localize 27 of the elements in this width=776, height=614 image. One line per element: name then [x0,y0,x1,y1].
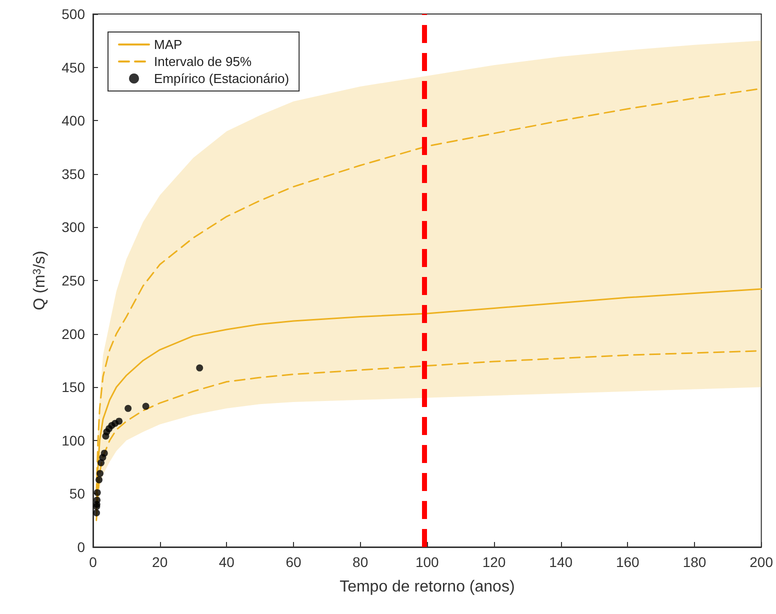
x-tick-label: 80 [352,554,368,570]
x-axis-title: Tempo de retorno (anos) [340,578,515,596]
y-tick-label: 500 [62,6,86,22]
y-tick-label: 100 [62,432,86,448]
y-tick-label: 350 [62,166,86,182]
y-tick-label: 50 [69,486,86,502]
y-tick-label: 0 [77,539,86,555]
y-tick-label: 200 [62,326,86,342]
x-tick-label: 20 [152,554,168,570]
y-axis-title: Q (m3/s) [32,250,48,310]
x-tick-label: 180 [682,554,706,570]
legend-label: Empírico (Estacionário) [154,71,290,86]
x-tick-label: 160 [616,554,640,570]
y-tick-label: 450 [62,59,86,76]
legend-label: MAP [154,37,182,52]
x-tick-label: 200 [750,554,774,570]
legend-label: Intervalo de 95% [154,54,252,69]
x-tick-label: 100 [415,554,440,570]
x-tick-label: 140 [549,554,573,570]
y-tick-label: 300 [62,219,86,236]
y-tick-label: 400 [62,112,86,129]
x-tick-label: 120 [482,554,506,570]
x-tick-label: 40 [218,554,235,570]
y-tick-label: 250 [62,272,86,288]
y-tick-label: 150 [62,379,86,396]
x-tick-label: 60 [286,554,302,570]
x-tick-label: 0 [89,554,98,570]
